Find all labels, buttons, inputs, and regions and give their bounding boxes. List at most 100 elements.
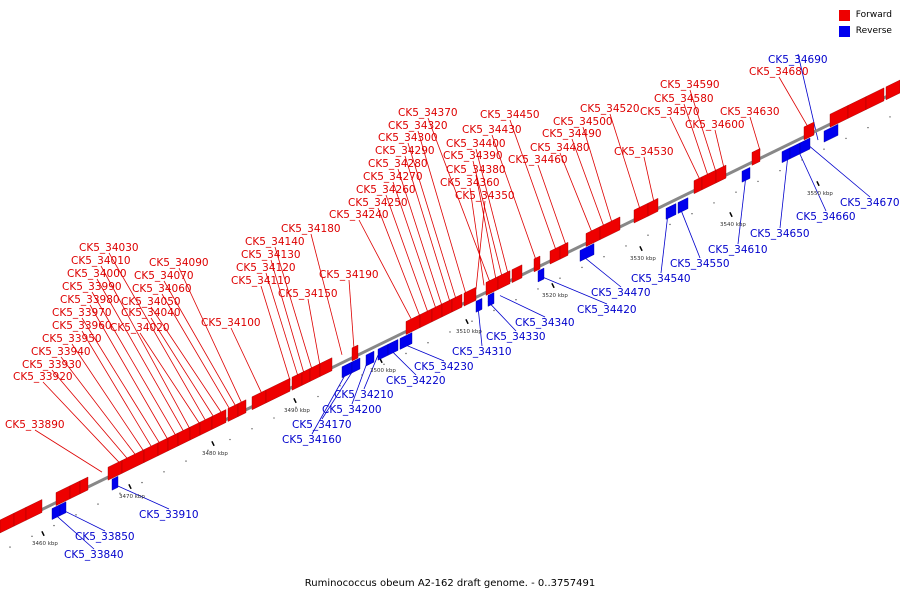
reverse-gene-label: CK5_33910 xyxy=(139,509,199,521)
forward-gene xyxy=(803,121,815,141)
reverse-swatch xyxy=(838,25,850,37)
forward-connector xyxy=(582,126,613,223)
reverse-gene-label: CK5_33850 xyxy=(75,531,135,543)
forward-gene xyxy=(55,485,71,506)
forward-gene xyxy=(599,216,621,240)
forward-gene-label: CK5_34290 xyxy=(375,145,435,157)
forward-gene-label: CK5_34130 xyxy=(241,249,301,261)
forward-gene-label: CK5_34520 xyxy=(580,103,640,115)
forward-connector xyxy=(385,194,429,313)
forward-connector xyxy=(509,119,557,251)
scale-dot xyxy=(537,288,539,290)
forward-connector xyxy=(469,187,485,286)
reverse-connector xyxy=(679,207,701,259)
kbp-tick: 3540 kbp xyxy=(720,211,746,228)
forward-gene-label: CK5_34020 xyxy=(110,322,170,334)
scale-dot xyxy=(207,449,209,452)
reverse-gene-label: CK5_34160 xyxy=(282,434,342,446)
reverse-gene xyxy=(677,197,689,214)
svg-text:3460 kbp: 3460 kbp xyxy=(32,541,58,547)
forward-gene xyxy=(405,314,421,335)
reverse-gene xyxy=(399,332,413,350)
forward-gene-label: CK5_34050 xyxy=(121,296,181,308)
forward-connector xyxy=(689,89,717,173)
forward-connector xyxy=(230,327,263,395)
reverse-gene xyxy=(789,142,801,160)
forward-gene xyxy=(13,506,27,527)
reverse-connector xyxy=(499,295,546,318)
scale-dot xyxy=(229,438,231,441)
reverse-connector xyxy=(61,509,106,532)
forward-connector xyxy=(749,116,761,151)
forward-gene-label: CK5_34040 xyxy=(121,307,181,319)
forward-connector xyxy=(42,381,121,464)
forward-gene xyxy=(419,308,433,328)
forward-gene xyxy=(585,226,601,247)
reverse-gene-label: CK5_34470 xyxy=(591,287,651,299)
scale-dot xyxy=(779,169,781,172)
svg-text:3520 kbp: 3520 kbp xyxy=(542,293,568,299)
forward-gene xyxy=(865,87,885,110)
svg-text:3470 kbp: 3470 kbp xyxy=(119,494,145,500)
forward-gene-label: CK5_34570 xyxy=(640,106,700,118)
forward-connector xyxy=(683,103,709,176)
forward-gene xyxy=(237,399,247,417)
svg-text:3530 kbp: 3530 kbp xyxy=(630,256,656,262)
gene-blocks xyxy=(0,79,900,534)
forward-gene xyxy=(291,372,303,391)
scale-dot xyxy=(823,148,825,150)
forward-gene xyxy=(69,480,81,500)
forward-gene xyxy=(885,79,900,101)
reverse-connector xyxy=(779,154,789,229)
forward-gene-label: CK5_34370 xyxy=(398,107,458,119)
reverse-gene xyxy=(781,147,791,164)
reverse-gene xyxy=(537,267,545,283)
scale-dot xyxy=(647,234,649,236)
forward-gene-label: CK5_33940 xyxy=(31,346,91,358)
scale-dot xyxy=(361,374,363,376)
forward-gene xyxy=(829,105,849,128)
scale-dot xyxy=(185,460,187,462)
reverse-gene xyxy=(351,357,361,374)
reverse-gene xyxy=(59,501,67,516)
forward-gene-label: CK5_33930 xyxy=(22,359,82,371)
scale-dot xyxy=(801,159,803,161)
forward-connector xyxy=(358,219,413,321)
reverse-connector xyxy=(660,213,669,274)
forward-gene-label: CK5_33890 xyxy=(5,419,65,431)
svg-text:3540 kbp: 3540 kbp xyxy=(720,222,746,228)
forward-connector xyxy=(89,304,169,441)
forward-connector xyxy=(417,130,467,295)
scale-dot xyxy=(339,385,341,387)
forward-gene xyxy=(847,96,867,119)
reverse-gene-label: CK5_34340 xyxy=(515,317,575,329)
forward-gene xyxy=(157,437,169,457)
scale-dot xyxy=(273,417,275,419)
reverse-gene xyxy=(579,243,595,262)
forward-gene-label: CK5_34380 xyxy=(446,164,506,176)
forward-connector xyxy=(404,155,451,303)
forward-gene-label: CK5_33920 xyxy=(13,371,73,383)
kbp-tick: 3490 kbp xyxy=(284,397,310,414)
scale-dot xyxy=(867,126,869,129)
forward-connector xyxy=(472,160,503,277)
forward-connector xyxy=(397,168,443,307)
reverse-gene-label: CK5_34220 xyxy=(386,375,446,387)
forward-connector xyxy=(71,343,145,452)
forward-swatch xyxy=(838,9,850,21)
reverse-gene-label: CK5_33840 xyxy=(64,549,124,561)
reverse-gene-label: CK5_34610 xyxy=(708,244,768,256)
forward-connector xyxy=(377,207,421,317)
forward-gene xyxy=(319,357,333,377)
svg-text:3550 kbp: 3550 kbp xyxy=(807,191,833,197)
forward-gene xyxy=(351,344,359,362)
reverse-connector xyxy=(807,144,871,198)
forward-connector xyxy=(475,148,509,274)
scale-dot xyxy=(757,180,759,183)
forward-gene-label: CK5_34090 xyxy=(149,257,209,269)
reverse-gene-label: CK5_34550 xyxy=(670,258,730,270)
connector-lines xyxy=(34,53,871,550)
reverse-gene-label: CK5_34690 xyxy=(768,54,828,66)
